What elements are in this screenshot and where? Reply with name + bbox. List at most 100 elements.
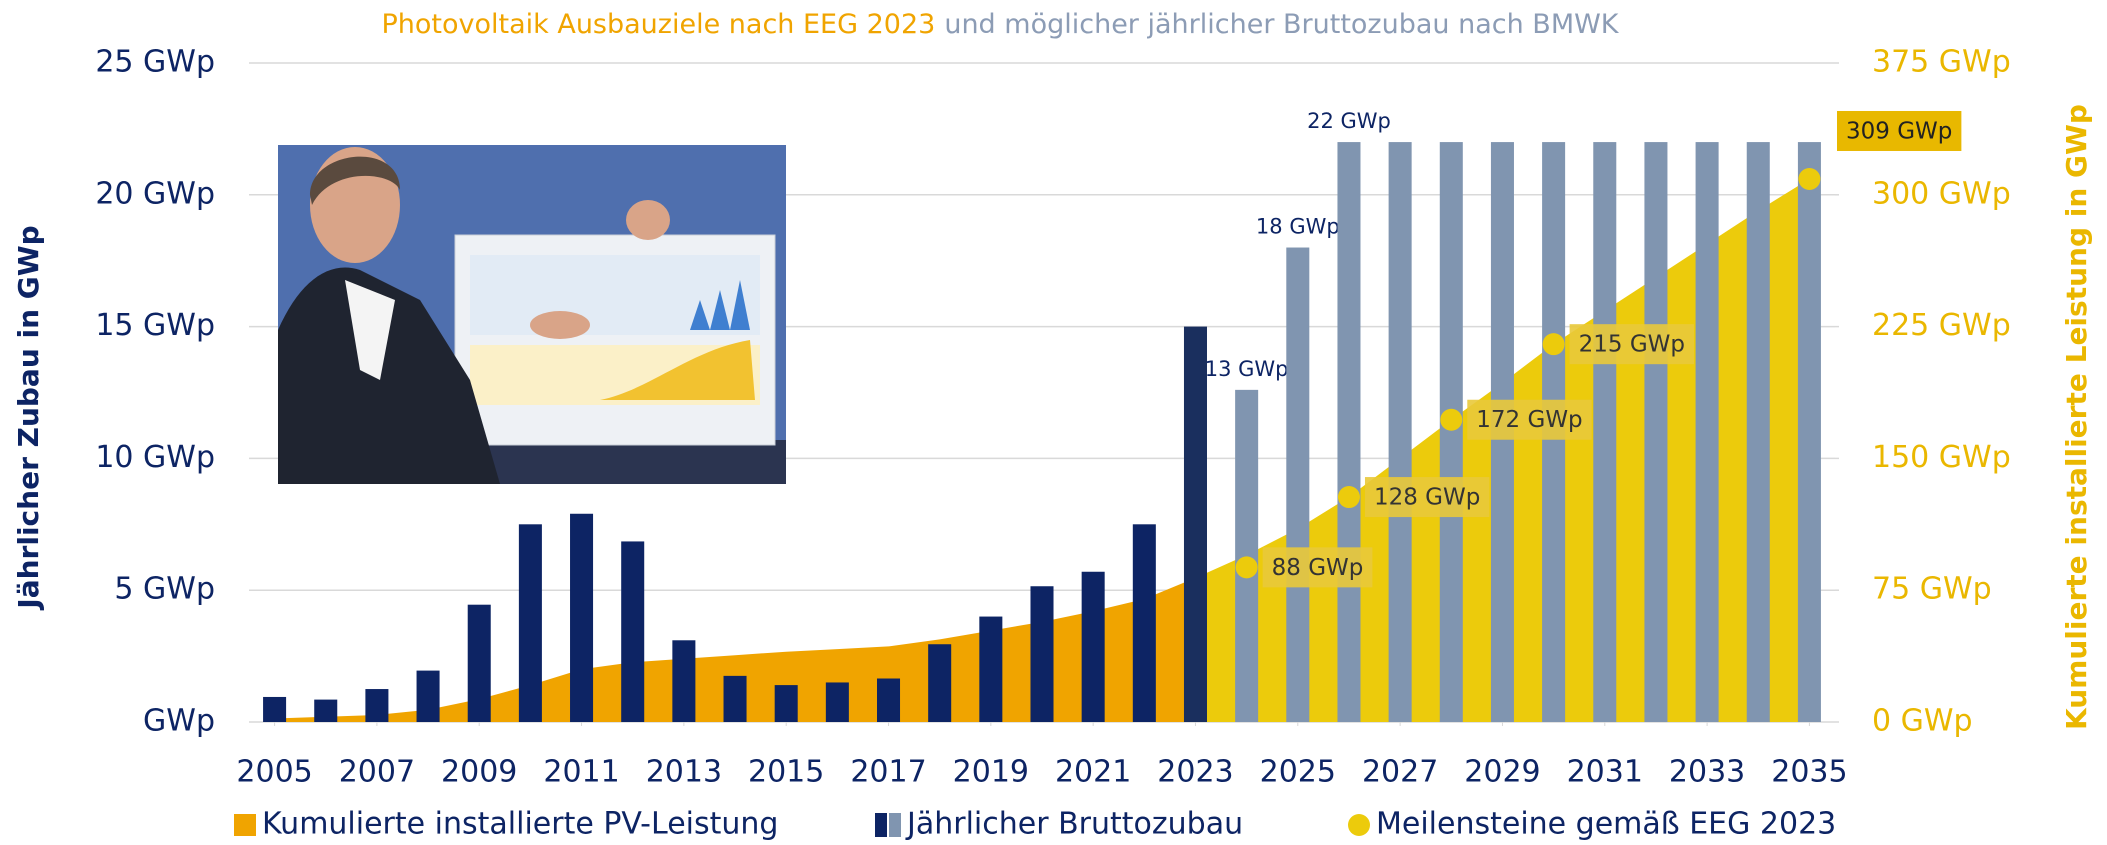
milestone-label-box bbox=[1262, 547, 1373, 588]
bar bbox=[416, 670, 440, 722]
bar bbox=[570, 513, 594, 722]
x-tick-label: 2021 bbox=[1055, 755, 1131, 790]
legend-swatch bbox=[889, 813, 901, 837]
legend-label: Meilensteine gemäß EEG 2023 bbox=[1376, 807, 1836, 842]
milestone-point bbox=[1542, 333, 1565, 356]
milestone-value-label: 128 GWp bbox=[1374, 485, 1480, 511]
y-tick-label: 25 GWp bbox=[95, 45, 215, 80]
bar bbox=[1286, 247, 1310, 722]
legend-label: Kumulierte installierte PV-Leistung bbox=[262, 807, 778, 842]
bar bbox=[723, 675, 747, 722]
milestone-point bbox=[1337, 486, 1360, 509]
x-tick-label: 2011 bbox=[543, 755, 619, 790]
photo-person-body bbox=[278, 267, 500, 484]
milestone-label: 215 GWp bbox=[1569, 324, 1694, 365]
x-tick-label: 2013 bbox=[646, 755, 722, 790]
bar-value-label: 13 GWp bbox=[1205, 357, 1289, 381]
y2-tick-label: 75 GWp bbox=[1872, 572, 1992, 607]
bar bbox=[1695, 142, 1719, 722]
x-tick-label: 2015 bbox=[748, 755, 824, 790]
bar bbox=[1337, 142, 1361, 722]
photo-board-chart-top bbox=[470, 255, 760, 335]
y2-axis-title: Kumulierte installierte Leistung in GWp bbox=[2060, 104, 2093, 730]
y2-tick-label: 375 GWp bbox=[1872, 45, 2011, 80]
plot: GWp 5 GWp 10 GWp 15 GWp 20 GWp 25 GWp 0 GWp 75 … bbox=[95, 45, 2010, 790]
legend-swatch bbox=[875, 813, 887, 837]
milestone-label: 309 GWp bbox=[1837, 110, 1962, 151]
x-tick-label: 2031 bbox=[1567, 755, 1643, 790]
chart-title: Photovoltaik Ausbauziele nach EEG 2023 un… bbox=[381, 9, 1619, 40]
milestone-value-label: 309 GWp bbox=[1846, 118, 1952, 144]
bar bbox=[467, 604, 491, 722]
y-tick-label: 20 GWp bbox=[95, 176, 215, 211]
bar bbox=[877, 678, 901, 722]
milestone-value-label: 172 GWp bbox=[1476, 407, 1582, 433]
bar-value-label: 22 GWp bbox=[1307, 109, 1391, 133]
photo-inset bbox=[278, 145, 786, 484]
milestone-point bbox=[1235, 556, 1258, 579]
photo-person-shirt bbox=[345, 280, 395, 380]
bar bbox=[621, 541, 645, 722]
bar bbox=[365, 689, 389, 722]
y-tick-label: 15 GWp bbox=[95, 308, 215, 343]
milestone-value-label: 88 GWp bbox=[1272, 555, 1364, 581]
bar bbox=[1439, 142, 1463, 722]
photo-person-hand bbox=[530, 311, 590, 339]
y2-tick-label: 150 GWp bbox=[1872, 440, 2011, 475]
bar bbox=[672, 640, 696, 722]
legend-label: Jährlicher Bruttozubau bbox=[905, 807, 1243, 842]
x-tick-label: 2025 bbox=[1260, 755, 1336, 790]
x-tick-label: 2009 bbox=[441, 755, 517, 790]
x-tick-label: 2007 bbox=[339, 755, 415, 790]
x-tick-label: 2023 bbox=[1157, 755, 1233, 790]
y-tick-label: 5 GWp bbox=[114, 572, 215, 607]
bar bbox=[1388, 142, 1412, 722]
x-tick-label: 2029 bbox=[1464, 755, 1540, 790]
bar bbox=[314, 699, 338, 722]
bar bbox=[774, 685, 798, 722]
bar bbox=[928, 644, 952, 722]
milestone-label: 88 GWp bbox=[1262, 547, 1373, 588]
x-tick-label: 2005 bbox=[236, 755, 312, 790]
title-part: Photovoltaik Ausbauziele nach EEG 2023 bbox=[381, 9, 935, 40]
y2-tick-label: 225 GWp bbox=[1872, 308, 2011, 343]
milestone-label-box bbox=[1467, 399, 1592, 440]
x-tick-label: 2019 bbox=[953, 755, 1029, 790]
milestone-label: 172 GWp bbox=[1467, 399, 1592, 440]
x-tick-label: 2035 bbox=[1771, 755, 1847, 790]
bar bbox=[1030, 586, 1054, 722]
y-axis-title: Jährlicher Zubau in GWp bbox=[12, 225, 45, 610]
photo-person-hair bbox=[310, 156, 400, 205]
milestone-label: 128 GWp bbox=[1364, 477, 1490, 518]
bar bbox=[1593, 142, 1617, 722]
bar bbox=[1235, 389, 1259, 722]
area bbox=[274, 178, 1810, 722]
legend: Kumulierte installierte PV-Leistung Jährl… bbox=[234, 807, 1836, 842]
bar bbox=[518, 524, 542, 722]
bar bbox=[1081, 571, 1105, 722]
milestone-point bbox=[1798, 167, 1821, 190]
milestone-label-box bbox=[1569, 324, 1694, 365]
bar bbox=[1797, 142, 1821, 722]
y-tick-label: GWp bbox=[143, 704, 215, 739]
y2-tick-label: 0 GWp bbox=[1872, 704, 1973, 739]
x-tick-label: 2017 bbox=[850, 755, 926, 790]
photo-board-bars bbox=[690, 280, 750, 330]
title-part: und möglicher jährlicher Bruttozubau nac… bbox=[944, 9, 1619, 40]
bar bbox=[1132, 524, 1156, 722]
photo-board-area bbox=[600, 340, 755, 400]
bar-value-label: 18 GWp bbox=[1256, 215, 1340, 239]
bar bbox=[1183, 326, 1207, 722]
legend-swatch bbox=[234, 814, 256, 836]
y2-tick-label: 300 GWp bbox=[1872, 176, 2011, 211]
bar bbox=[1746, 142, 1770, 722]
bar bbox=[825, 682, 849, 722]
photo-person-hand bbox=[626, 200, 670, 240]
milestone-point bbox=[1440, 408, 1463, 431]
legend-swatch bbox=[1348, 814, 1370, 836]
bar bbox=[979, 616, 1003, 722]
x-tick-label: 2033 bbox=[1669, 755, 1745, 790]
bar bbox=[1644, 142, 1668, 722]
